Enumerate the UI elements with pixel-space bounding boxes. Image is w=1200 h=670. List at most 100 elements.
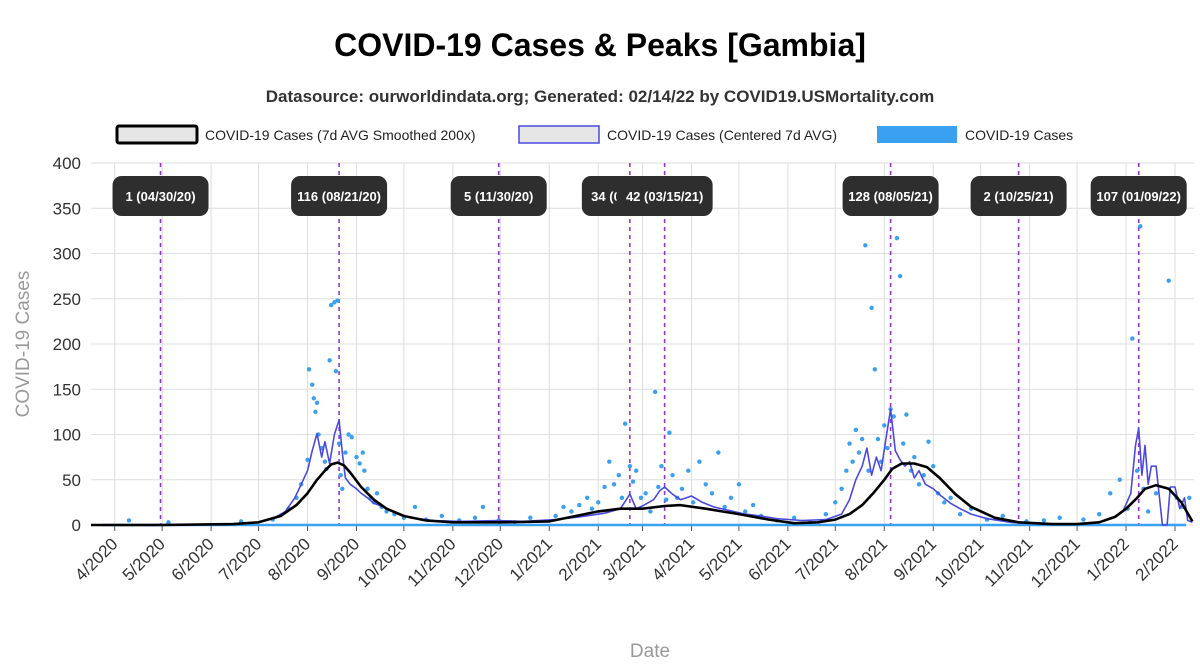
case-point (901, 441, 906, 446)
case-point (528, 515, 533, 520)
case-point (750, 502, 756, 508)
case-point (847, 441, 852, 446)
y-tick-label: 200 (53, 335, 81, 354)
x-tick-label: 6/2020 (168, 534, 218, 584)
case-point (1000, 513, 1005, 519)
case-point (916, 482, 922, 487)
case-point (856, 450, 862, 455)
chart-subtitle: Datasource: ourworldindata.org; Generate… (266, 87, 935, 106)
x-axis-label: Date (630, 641, 670, 662)
case-point (957, 511, 963, 517)
case-point (872, 367, 877, 372)
x-tick-label: 2/2022 (1132, 534, 1182, 584)
x-tick-label: 3/2021 (599, 534, 649, 584)
y-tick-label: 100 (53, 426, 81, 445)
case-point (897, 273, 903, 279)
case-point (630, 479, 636, 484)
case-point (904, 412, 909, 417)
case-point (921, 473, 926, 478)
y-tick-label: 0 (72, 516, 81, 535)
legend-swatch-cases (877, 126, 957, 143)
peak-label-text: 1 (04/30/20) (125, 189, 195, 204)
case-point (313, 409, 318, 415)
case-point (374, 491, 380, 496)
x-tick-label: 11/2021 (980, 534, 1036, 590)
x-axis-ticks: 4/20205/20206/20207/20208/20209/202010/2… (71, 525, 1182, 591)
case-point (667, 430, 672, 435)
case-point (703, 482, 708, 487)
grid (91, 162, 1194, 526)
peak-label-box (842, 176, 939, 216)
peak-label-text: 5 (11/30/20) (464, 189, 533, 204)
peak-label-box (112, 176, 209, 216)
case-point (589, 506, 595, 511)
case-point (622, 421, 628, 426)
case-point (686, 468, 691, 473)
case-point (1057, 515, 1062, 520)
case-point (863, 243, 868, 248)
x-tick-label: 4/2020 (71, 534, 121, 584)
legend-label-smoothed: COVID-19 Cases (7d AVG Smoothed 200x) (205, 127, 476, 143)
peak-label-text: 107 (01/09/22) (1096, 189, 1181, 204)
y-tick-label: 400 (53, 154, 81, 173)
case-point (340, 486, 345, 491)
case-point (948, 495, 953, 501)
case-point (656, 484, 661, 490)
y-axis-ticks: 0 50 100 150 200 250 300 350 400 (53, 154, 81, 535)
case-point (338, 473, 343, 478)
case-point (716, 450, 721, 455)
x-tick-label: 10/2020 (354, 534, 411, 591)
case-point (638, 495, 644, 501)
case-point (333, 368, 339, 374)
case-point (322, 459, 328, 464)
case-point (926, 439, 931, 444)
y-axis-label: COVID-19 Cases (13, 271, 34, 418)
case-point (602, 484, 607, 490)
case-point (1108, 491, 1113, 496)
case-point (627, 463, 633, 469)
y-tick-label: 350 (53, 199, 81, 218)
x-tick-label: 8/2021 (841, 534, 891, 584)
case-point (1096, 511, 1102, 517)
case-point (616, 473, 621, 478)
case-point (607, 459, 612, 464)
case-point (1130, 336, 1135, 341)
peak-label-box (970, 176, 1067, 216)
case-point (869, 305, 874, 310)
case-point (891, 414, 896, 419)
y-tick-label: 150 (53, 380, 81, 399)
peak-label-box (616, 176, 713, 216)
case-point (728, 495, 734, 501)
legend-label-centered: COVID-19 Cases (Centered 7d AVG) (607, 127, 837, 143)
legend-swatch-centered (518, 125, 600, 144)
peak-label-box (450, 176, 547, 216)
x-tick-label: 2/2021 (555, 534, 605, 584)
case-point (833, 500, 838, 505)
case-point (659, 463, 664, 469)
case-point (736, 482, 742, 487)
legend-label-cases: COVID-19 Cases (965, 127, 1073, 143)
case-point (306, 367, 312, 372)
case-point (472, 515, 478, 520)
case-point (709, 491, 715, 496)
case-point (1041, 518, 1047, 523)
case-point (1187, 495, 1192, 501)
case-point (648, 509, 653, 514)
case-point (1153, 491, 1159, 496)
peak-label-text: 2 (10/25/21) (984, 189, 1054, 204)
case-point (722, 504, 727, 510)
case-point (349, 435, 354, 440)
case-point (866, 468, 871, 473)
case-point (346, 432, 351, 437)
x-tick-label: 4/2021 (648, 534, 698, 584)
case-point (362, 468, 367, 473)
x-tick-label: 12/2020 (450, 534, 507, 591)
case-point (690, 500, 696, 505)
case-point (743, 509, 748, 514)
case-point (839, 486, 844, 491)
case-point (1138, 224, 1143, 229)
x-tick-label: 5/2021 (696, 534, 746, 584)
x-tick-label: 8/2020 (264, 534, 314, 584)
case-point (311, 396, 317, 401)
